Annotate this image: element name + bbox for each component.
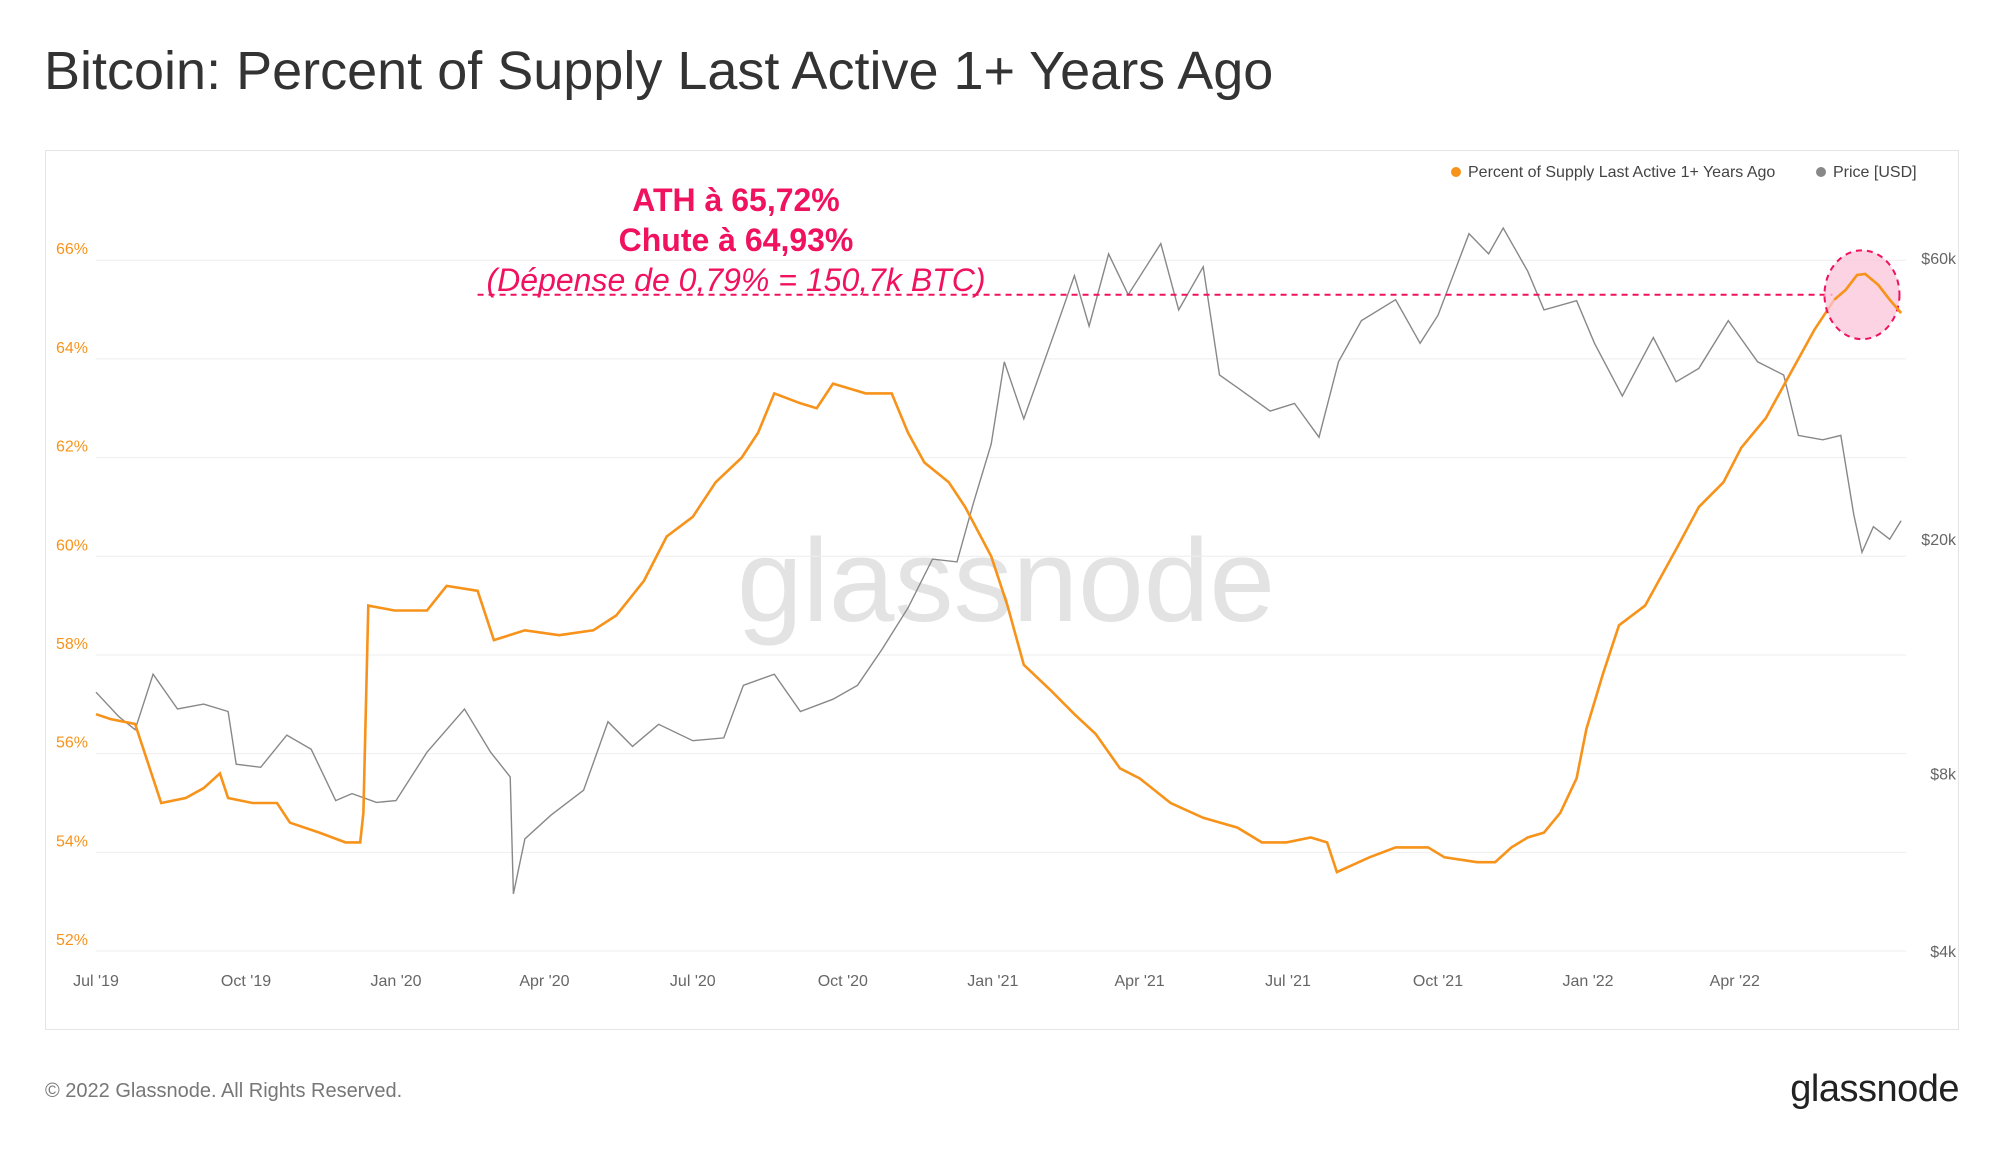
y-right-tick-label: $4k bbox=[1930, 944, 1957, 961]
legend-label-price: Price [USD] bbox=[1833, 164, 1917, 181]
y-left-tick-label: 54% bbox=[56, 833, 88, 850]
annotation-drop-text: Chute à 64,93% bbox=[619, 222, 854, 258]
annotation-spend-text: (Dépense de 0,79% = 150,7k BTC) bbox=[487, 262, 986, 298]
x-tick-label: Jul '20 bbox=[670, 973, 716, 990]
legend-dot-price bbox=[1816, 167, 1826, 177]
price-series-line bbox=[95, 226, 1902, 895]
copyright-text: © 2022 Glassnode. All Rights Reserved. bbox=[45, 1080, 403, 1102]
x-tick-label: Oct '21 bbox=[1413, 973, 1463, 990]
y-left-tick-label: 62% bbox=[56, 439, 88, 456]
axis-layer: 52% 54% 56% 58% 60% 62% 64% 66% $4k $8k $20k $60k Ju… bbox=[56, 241, 1957, 990]
series-layer bbox=[95, 226, 1903, 895]
x-tick-label: Oct '19 bbox=[221, 973, 271, 990]
x-tick-label: Jan '20 bbox=[370, 973, 421, 990]
x-tick-label: Jan '22 bbox=[1562, 973, 1613, 990]
y-left-tick-label: 56% bbox=[56, 735, 88, 752]
chart-frame: glassnode 52% 54% 56% 58% 60% 62% 64% 66% $4k $8k… bbox=[45, 150, 1959, 1030]
annotation-ath-text: ATH à 65,72% bbox=[632, 182, 840, 218]
supply-series-line-highlighted bbox=[1833, 272, 1903, 314]
chart-svg: glassnode 52% 54% 56% 58% 60% 62% 64% 66% $4k $8k… bbox=[56, 164, 1957, 990]
x-tick-label: Apr '21 bbox=[1115, 973, 1165, 990]
x-tick-label: Apr '22 bbox=[1710, 973, 1760, 990]
highlight-ellipse bbox=[1823, 249, 1901, 341]
y-left-tick-label: 66% bbox=[56, 241, 88, 258]
x-tick-label: Oct '20 bbox=[818, 973, 868, 990]
y-right-tick-label: $20k bbox=[1921, 532, 1957, 549]
annotation-layer: ATH à 65,72% Chute à 64,93% (Dépense de 0,… bbox=[477, 182, 1903, 341]
y-right-tick-label: $8k bbox=[1930, 767, 1957, 784]
x-tick-label: Jul '21 bbox=[1265, 973, 1311, 990]
y-left-tick-label: 52% bbox=[56, 932, 88, 949]
y-left-tick-label: 64% bbox=[56, 340, 88, 357]
y-left-tick-label: 60% bbox=[56, 537, 88, 554]
legend-label-supply: Percent of Supply Last Active 1+ Years A… bbox=[1468, 164, 1775, 181]
x-tick-label: Apr '20 bbox=[519, 973, 569, 990]
y-left-tick-label: 58% bbox=[56, 636, 88, 653]
x-tick-label: Jul '19 bbox=[73, 973, 119, 990]
grid-layer bbox=[96, 259, 1906, 952]
glassnode-logo: glassnode bbox=[1790, 1068, 1959, 1110]
watermark-text: glassnode bbox=[737, 515, 1275, 647]
supply-series-line bbox=[95, 272, 1903, 874]
page-title: Bitcoin: Percent of Supply Last Active 1… bbox=[44, 41, 1274, 101]
legend: Percent of Supply Last Active 1+ Years A… bbox=[1451, 164, 1917, 181]
y-right-tick-label: $60k bbox=[1921, 251, 1957, 268]
legend-dot-supply bbox=[1451, 167, 1461, 177]
x-tick-label: Jan '21 bbox=[967, 973, 1018, 990]
